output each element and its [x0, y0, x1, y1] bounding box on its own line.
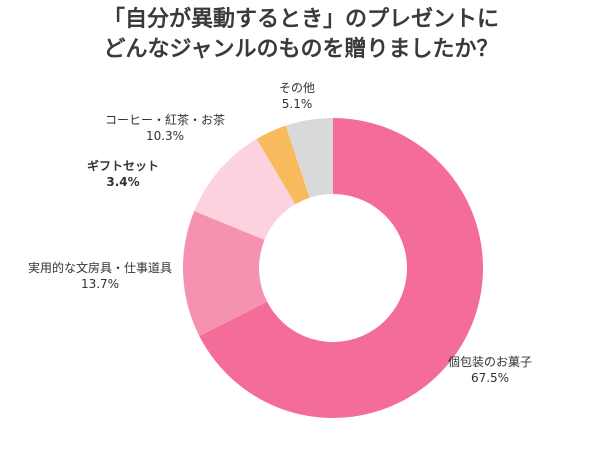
donut-slice [285, 118, 333, 198]
slice-label: 個包装のお菓子 [448, 355, 532, 369]
value-label: 13.7% [81, 277, 119, 291]
slice-label: ギフトセット [87, 158, 159, 173]
value-label: 3.4% [106, 175, 139, 189]
donut-slice [182, 211, 268, 337]
value-label: 5.1% [282, 97, 313, 111]
slice-label: コーヒー・紅茶・お茶 [105, 112, 225, 127]
donut-slice [199, 118, 484, 419]
slice-label: その他 [279, 81, 315, 95]
chart-title: どんなジャンルのものを贈りましたか？ [104, 36, 499, 62]
chart-title: 「自分が異動するとき」のプレゼントに [103, 6, 499, 32]
value-label: 10.3% [146, 129, 184, 143]
value-label: 67.5% [471, 371, 509, 385]
slice-label: 実用的な文房具・仕事道具 [28, 260, 172, 275]
donut-slice [256, 125, 310, 205]
donut-slice [194, 138, 296, 240]
